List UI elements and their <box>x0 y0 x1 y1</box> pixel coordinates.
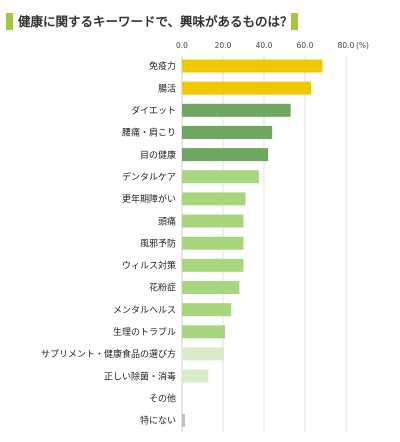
bar <box>182 369 209 383</box>
category-label: デンタルケア <box>122 171 176 183</box>
category-label: 腰痛・肩こり <box>122 127 176 139</box>
category-label: サプリメント・健康食品の選び方 <box>41 348 176 360</box>
x-tick-label: 20.0 <box>215 41 232 50</box>
unit-label: (%) <box>356 41 369 50</box>
bar <box>182 281 240 294</box>
category-label: 特にない <box>140 415 176 427</box>
title-accent-bar-right <box>291 13 298 30</box>
bar <box>182 125 273 139</box>
category-label: 風邪予防 <box>140 237 176 249</box>
bar <box>182 103 291 117</box>
category-label: ダイエット <box>131 105 176 117</box>
category-label: 目の健康 <box>140 149 176 161</box>
category-label: 免疫力 <box>149 60 176 72</box>
category-label: 更年期障がい <box>122 193 176 205</box>
category-label: メンタルヘルス <box>113 305 176 316</box>
bar <box>182 148 269 162</box>
x-tick-label: 60.0 <box>297 41 314 50</box>
category-label: 花粉症 <box>149 282 176 294</box>
x-tick-label: 80.0 <box>338 41 355 50</box>
category-label: 生理のトラブル <box>113 326 176 338</box>
category-label: 頭痛 <box>158 215 176 227</box>
bar <box>182 325 226 339</box>
category-label: 腸活 <box>158 82 176 94</box>
bar <box>182 413 186 427</box>
title-accent-bar <box>6 13 13 30</box>
bar <box>182 170 259 184</box>
bar <box>182 258 244 272</box>
category-label: ウィルス対策 <box>122 260 176 272</box>
bar <box>182 214 244 228</box>
bar <box>182 59 323 73</box>
bar <box>182 192 246 206</box>
category-label: その他 <box>149 392 176 404</box>
x-tick-label: 0.0 <box>176 41 188 50</box>
x-tick-label: 40.0 <box>256 41 273 50</box>
chart-title: 健康に関するキーワードで、興味があるものは？ <box>18 14 293 29</box>
bar <box>182 303 232 317</box>
bar <box>182 81 312 95</box>
bar <box>182 236 244 250</box>
category-label: 正しい除菌・消毒 <box>104 370 176 382</box>
bar <box>182 347 225 361</box>
